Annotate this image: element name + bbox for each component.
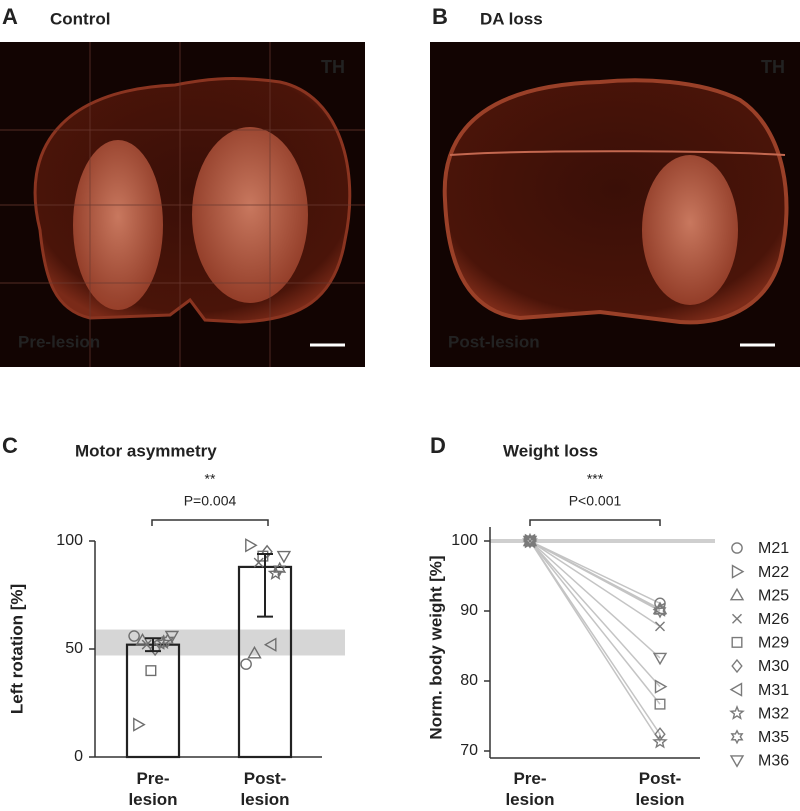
legend-marker bbox=[731, 542, 743, 554]
legend-marker bbox=[731, 564, 745, 579]
data-point bbox=[261, 544, 273, 559]
data-point bbox=[240, 658, 252, 670]
micrograph-a bbox=[0, 42, 365, 367]
error-bar bbox=[257, 552, 273, 618]
y-tick-label: 100 bbox=[451, 532, 478, 549]
legend-label: M31 bbox=[758, 682, 789, 699]
y-tick-label: 50 bbox=[65, 640, 83, 657]
legend-label: M29 bbox=[758, 635, 789, 652]
data-point bbox=[273, 561, 287, 577]
y-tick-label: 80 bbox=[460, 672, 478, 689]
condition-label: Post-lesion bbox=[448, 332, 540, 351]
significance: *** bbox=[587, 471, 604, 487]
legend-marker bbox=[729, 755, 745, 768]
panel-letter: A bbox=[2, 4, 18, 29]
data-point bbox=[155, 634, 172, 650]
data-point bbox=[253, 557, 264, 568]
p-value: P=0.004 bbox=[184, 493, 237, 509]
y-axis-label: Left rotation [%] bbox=[7, 584, 26, 714]
condition-label: Pre-lesion bbox=[18, 332, 100, 351]
micrograph-b bbox=[430, 42, 800, 367]
data-point bbox=[164, 630, 180, 644]
data-point bbox=[257, 550, 269, 562]
data-point bbox=[653, 603, 667, 619]
y-tick-label: 100 bbox=[56, 532, 83, 549]
data-point bbox=[654, 698, 666, 710]
error-bar bbox=[145, 637, 161, 653]
p-value: P<0.001 bbox=[569, 493, 622, 509]
significance-bracket bbox=[151, 519, 269, 526]
significance: ** bbox=[205, 471, 216, 487]
data-point bbox=[161, 632, 175, 648]
significance-bracket bbox=[529, 519, 661, 526]
series-line bbox=[529, 540, 661, 705]
data-point bbox=[245, 538, 258, 553]
legend-label: M26 bbox=[758, 611, 789, 628]
chart-title: Motor asymmetry bbox=[75, 441, 217, 460]
stain-label: TH bbox=[321, 57, 345, 77]
data-point bbox=[652, 652, 668, 666]
legend-marker bbox=[731, 636, 743, 648]
data-point bbox=[263, 637, 277, 652]
legend-marker bbox=[732, 613, 742, 624]
series-line bbox=[529, 540, 661, 628]
x-tick-label: Post-lesion bbox=[240, 769, 290, 809]
legend-label: M21 bbox=[758, 540, 789, 557]
series-line bbox=[529, 540, 661, 688]
data-point bbox=[141, 639, 152, 650]
data-point bbox=[276, 550, 292, 564]
legend-label: M32 bbox=[758, 705, 789, 722]
data-point bbox=[267, 565, 284, 581]
data-point bbox=[145, 665, 157, 677]
data-point bbox=[654, 727, 666, 742]
y-tick-label: 70 bbox=[460, 742, 478, 759]
legend-label: M22 bbox=[758, 564, 789, 581]
data-point bbox=[652, 733, 668, 749]
data-point bbox=[654, 679, 668, 694]
panel-letter: D bbox=[430, 433, 446, 458]
legend-marker bbox=[729, 704, 745, 720]
panel-title: DA loss bbox=[480, 9, 543, 28]
legend-marker bbox=[730, 729, 744, 745]
panel-letter: B bbox=[432, 4, 448, 29]
data-point bbox=[135, 632, 150, 646]
panel-title: Control bbox=[50, 9, 110, 28]
legend-label: M30 bbox=[758, 658, 789, 675]
data-point bbox=[133, 717, 146, 732]
x-tick-label: Post-lesion bbox=[635, 769, 685, 809]
bar bbox=[125, 643, 181, 759]
y-tick-label: 0 bbox=[74, 748, 83, 765]
data-point bbox=[247, 645, 262, 659]
stain-label: TH bbox=[761, 57, 785, 77]
legend-label: M35 bbox=[758, 729, 789, 746]
legend-marker bbox=[729, 587, 745, 601]
x-tick-label: Pre-lesion bbox=[128, 769, 178, 809]
series-line bbox=[529, 540, 661, 659]
series-line bbox=[529, 540, 661, 743]
panel-letter: C bbox=[2, 433, 18, 458]
chart-title: Weight loss bbox=[503, 441, 598, 460]
series-line bbox=[529, 540, 661, 612]
reference-band bbox=[95, 629, 345, 656]
legend-label: M36 bbox=[758, 753, 789, 770]
data-point bbox=[128, 630, 140, 642]
legend-marker bbox=[731, 658, 743, 674]
legend-label: M25 bbox=[758, 587, 789, 604]
y-tick-label: 90 bbox=[460, 602, 478, 619]
series-line bbox=[529, 540, 661, 604]
legend-marker bbox=[729, 682, 743, 697]
y-axis-label: Norm. body weight [%] bbox=[426, 555, 445, 739]
data-point bbox=[522, 535, 538, 549]
data-point bbox=[149, 641, 161, 657]
data-point bbox=[655, 621, 665, 632]
x-tick-label: Pre-lesion bbox=[505, 769, 555, 809]
